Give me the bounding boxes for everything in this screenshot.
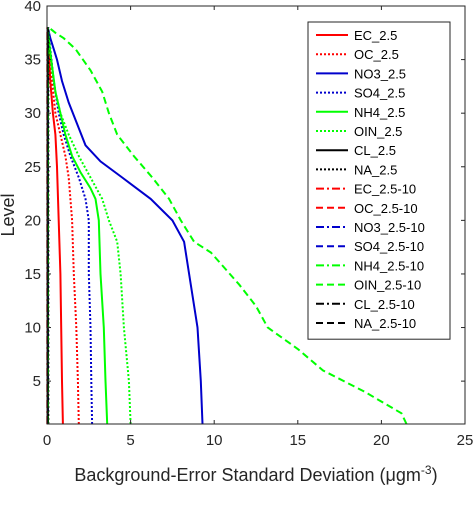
x-tick-label: 15 <box>289 432 306 449</box>
legend-label-oin-2-5: OIN_2.5 <box>354 124 402 139</box>
legend-label-so4-2-5: SO4_2.5 <box>354 86 405 101</box>
legend-label-oc-2-5-10: OC_2.5-10 <box>354 201 418 216</box>
legend-label-so4-2-5-10: SO4_2.5-10 <box>354 239 424 254</box>
y-tick-label: 25 <box>24 159 41 176</box>
legend-label-na-2-5: NA_2.5 <box>354 162 397 177</box>
series-line-oc-2-5 <box>46 27 80 425</box>
legend-label-no3-2-5-10: NO3_2.5-10 <box>354 220 425 235</box>
legend-label-cl-2-5-10: CL_2.5-10 <box>354 297 415 312</box>
y-tick-label: 15 <box>24 266 41 283</box>
ticks-layer: 0 5 10 15 20 25 5 10 15 20 25 30 35 40 <box>24 0 473 449</box>
x-tick-label: 25 <box>457 432 474 449</box>
series-line-oin-2-5-10 <box>48 26 408 425</box>
x-axis-title-superscript: -3 <box>421 463 432 477</box>
y-tick-label: 30 <box>24 105 41 122</box>
legend-label-nh4-2-5: NH4_2.5 <box>354 105 405 120</box>
legend-label-ec-2-5-10: EC_2.5-10 <box>354 182 416 197</box>
x-axis-title: Background-Error Standard Deviation (μgm… <box>74 463 437 485</box>
y-tick-label: 35 <box>24 52 41 69</box>
y-tick-label: 40 <box>24 0 41 15</box>
series-line-oin-2-5 <box>46 27 132 425</box>
x-tick-label: 20 <box>373 432 390 449</box>
x-tick-label: 5 <box>126 432 134 449</box>
y-tick-label: 20 <box>24 212 41 229</box>
legend-label-oc-2-5: OC_2.5 <box>354 47 399 62</box>
series-line-no3-2-5 <box>46 27 204 425</box>
legend: EC_2.5 OC_2.5 NO3_2.5 SO4_2.5 NH4_2.5 OIN_2.5… <box>307 21 451 340</box>
legend-label-no3-2-5: NO3_2.5 <box>354 66 406 81</box>
y-tick-label: 10 <box>24 320 41 337</box>
x-tick-label: 10 <box>206 432 223 449</box>
y-tick-label: 5 <box>33 373 41 390</box>
x-axis-title-suffix: ) <box>432 465 438 485</box>
series-line-so4-2-5 <box>46 27 94 425</box>
legend-label-na-2-5-10: NA_2.5-10 <box>354 316 416 331</box>
legend-label-oin-2-5-10: OIN_2.5-10 <box>354 278 421 293</box>
series-line-nh4-2-5 <box>46 27 109 425</box>
x-tick-label: 0 <box>43 432 51 449</box>
legend-box <box>307 21 451 340</box>
legend-label-ec-2-5: EC_2.5 <box>354 28 397 43</box>
plot-frame <box>46 5 466 425</box>
legend-label-cl-2-5: CL_2.5 <box>354 143 396 158</box>
legend-label-nh4-2-5-10: NH4_2.5-10 <box>354 258 424 273</box>
x-axis-title-main: Background-Error Standard Deviation (μgm <box>74 465 421 485</box>
y-axis-title: Level <box>0 193 18 236</box>
series-line-ec-2-5 <box>46 27 64 425</box>
